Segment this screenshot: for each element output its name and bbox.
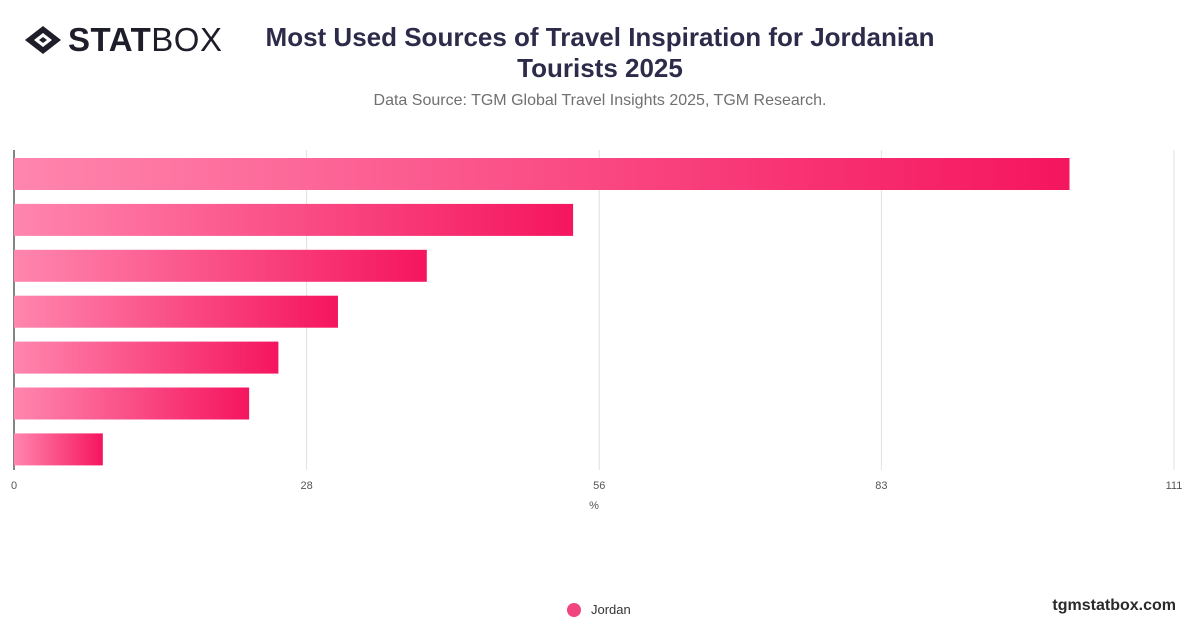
bar[interactable] xyxy=(14,158,1070,190)
bar[interactable] xyxy=(14,341,279,374)
x-tick-label: 28 xyxy=(300,480,312,492)
statbox-diamond-icon xyxy=(25,26,61,54)
logo-wordmark: STATBOX xyxy=(68,21,223,58)
statbox-logo: STATBOX xyxy=(24,22,222,58)
x-tick-label: 56 xyxy=(593,480,605,492)
legend-label: Jordan xyxy=(591,602,631,617)
legend-item-jordan[interactable]: Jordan xyxy=(567,602,631,617)
x-tick-label: 111 xyxy=(1166,480,1183,492)
chart-title: Most Used Sources of Travel Inspiration … xyxy=(265,22,935,83)
bar[interactable] xyxy=(14,203,574,236)
x-axis-label: % xyxy=(589,500,599,512)
chart-subtitle: Data Source: TGM Global Travel Insights … xyxy=(373,92,827,109)
brand-watermark: tgmstatbox.com xyxy=(1052,597,1176,614)
bar[interactable] xyxy=(14,249,427,282)
x-tick-label: 0 xyxy=(11,480,17,492)
bar[interactable] xyxy=(14,295,338,328)
bar[interactable] xyxy=(14,433,103,466)
x-tick-label: 83 xyxy=(875,480,887,492)
bar[interactable] xyxy=(14,387,250,420)
legend-marker xyxy=(567,602,581,617)
